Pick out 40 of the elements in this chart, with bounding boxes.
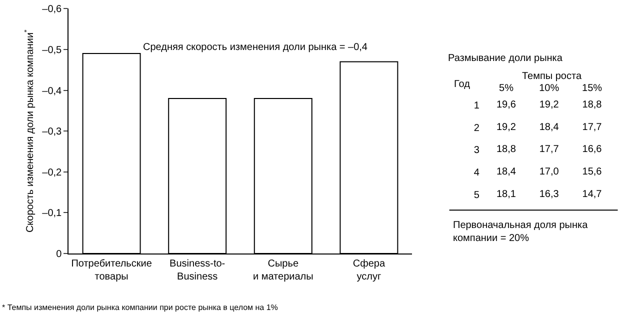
- y-tick-label: 1: [474, 100, 480, 112]
- text: * Темпы изменения доли рынка компании при росте рынка в целом на 1%: [2, 303, 278, 312]
- data-label: 16,3: [539, 188, 560, 200]
- data-label: 18,8: [582, 100, 602, 111]
- x-tick-label: Потребительские товары: [71, 258, 152, 283]
- data-label: 16,6: [582, 144, 602, 156]
- y-tick-label: –0,1: [42, 208, 62, 220]
- y-tick-label: 4: [474, 168, 480, 179]
- y-tick-label: 3: [474, 145, 480, 156]
- x-tick-label: Сфера услуг: [352, 258, 386, 283]
- x-tick-label: Business-to- Business: [170, 258, 226, 283]
- data-label: 17,7: [539, 144, 560, 156]
- y-tick-label: –0,4: [42, 86, 62, 97]
- x-tick-label: 15%: [582, 82, 602, 94]
- chart-title: Размывание доли рынка: [448, 53, 563, 64]
- data-label: 17,7: [582, 122, 602, 133]
- chart-subtitle: Темпы роста: [522, 71, 582, 82]
- data-label: 18,1: [496, 188, 516, 200]
- x-tick-label: Сырье и материалы: [252, 258, 314, 283]
- y-tick-label: 0: [56, 249, 62, 260]
- x-tick-label: 10%: [539, 82, 560, 94]
- data-label: 18,8: [496, 144, 516, 156]
- annotation: Средняя скорость изменения доли рынка = –0,4: [143, 42, 368, 53]
- y-tick-label: –0,5: [42, 44, 62, 56]
- data-label: 15,6: [582, 166, 602, 178]
- text: Первоначальная доля рынка компании = 20%: [453, 220, 588, 244]
- x-tick-label: 5%: [498, 82, 514, 94]
- data-label: 17,0: [539, 166, 560, 178]
- y-tick-label: 2: [474, 122, 480, 134]
- y-tick-label: 5: [474, 190, 480, 201]
- y-axis-title: Год: [454, 79, 470, 90]
- y-tick-label: –0,2: [42, 167, 62, 178]
- data-label: 18,4: [539, 122, 560, 133]
- data-label: 19,2: [496, 122, 516, 133]
- data-label: 19,2: [539, 100, 560, 111]
- data-label: 14,7: [582, 188, 602, 200]
- data-label: 18,4: [496, 166, 516, 178]
- y-tick-label: –0,6: [42, 4, 62, 16]
- data-label: 19,6: [496, 100, 516, 111]
- y-tick-label: –0,3: [42, 126, 62, 138]
